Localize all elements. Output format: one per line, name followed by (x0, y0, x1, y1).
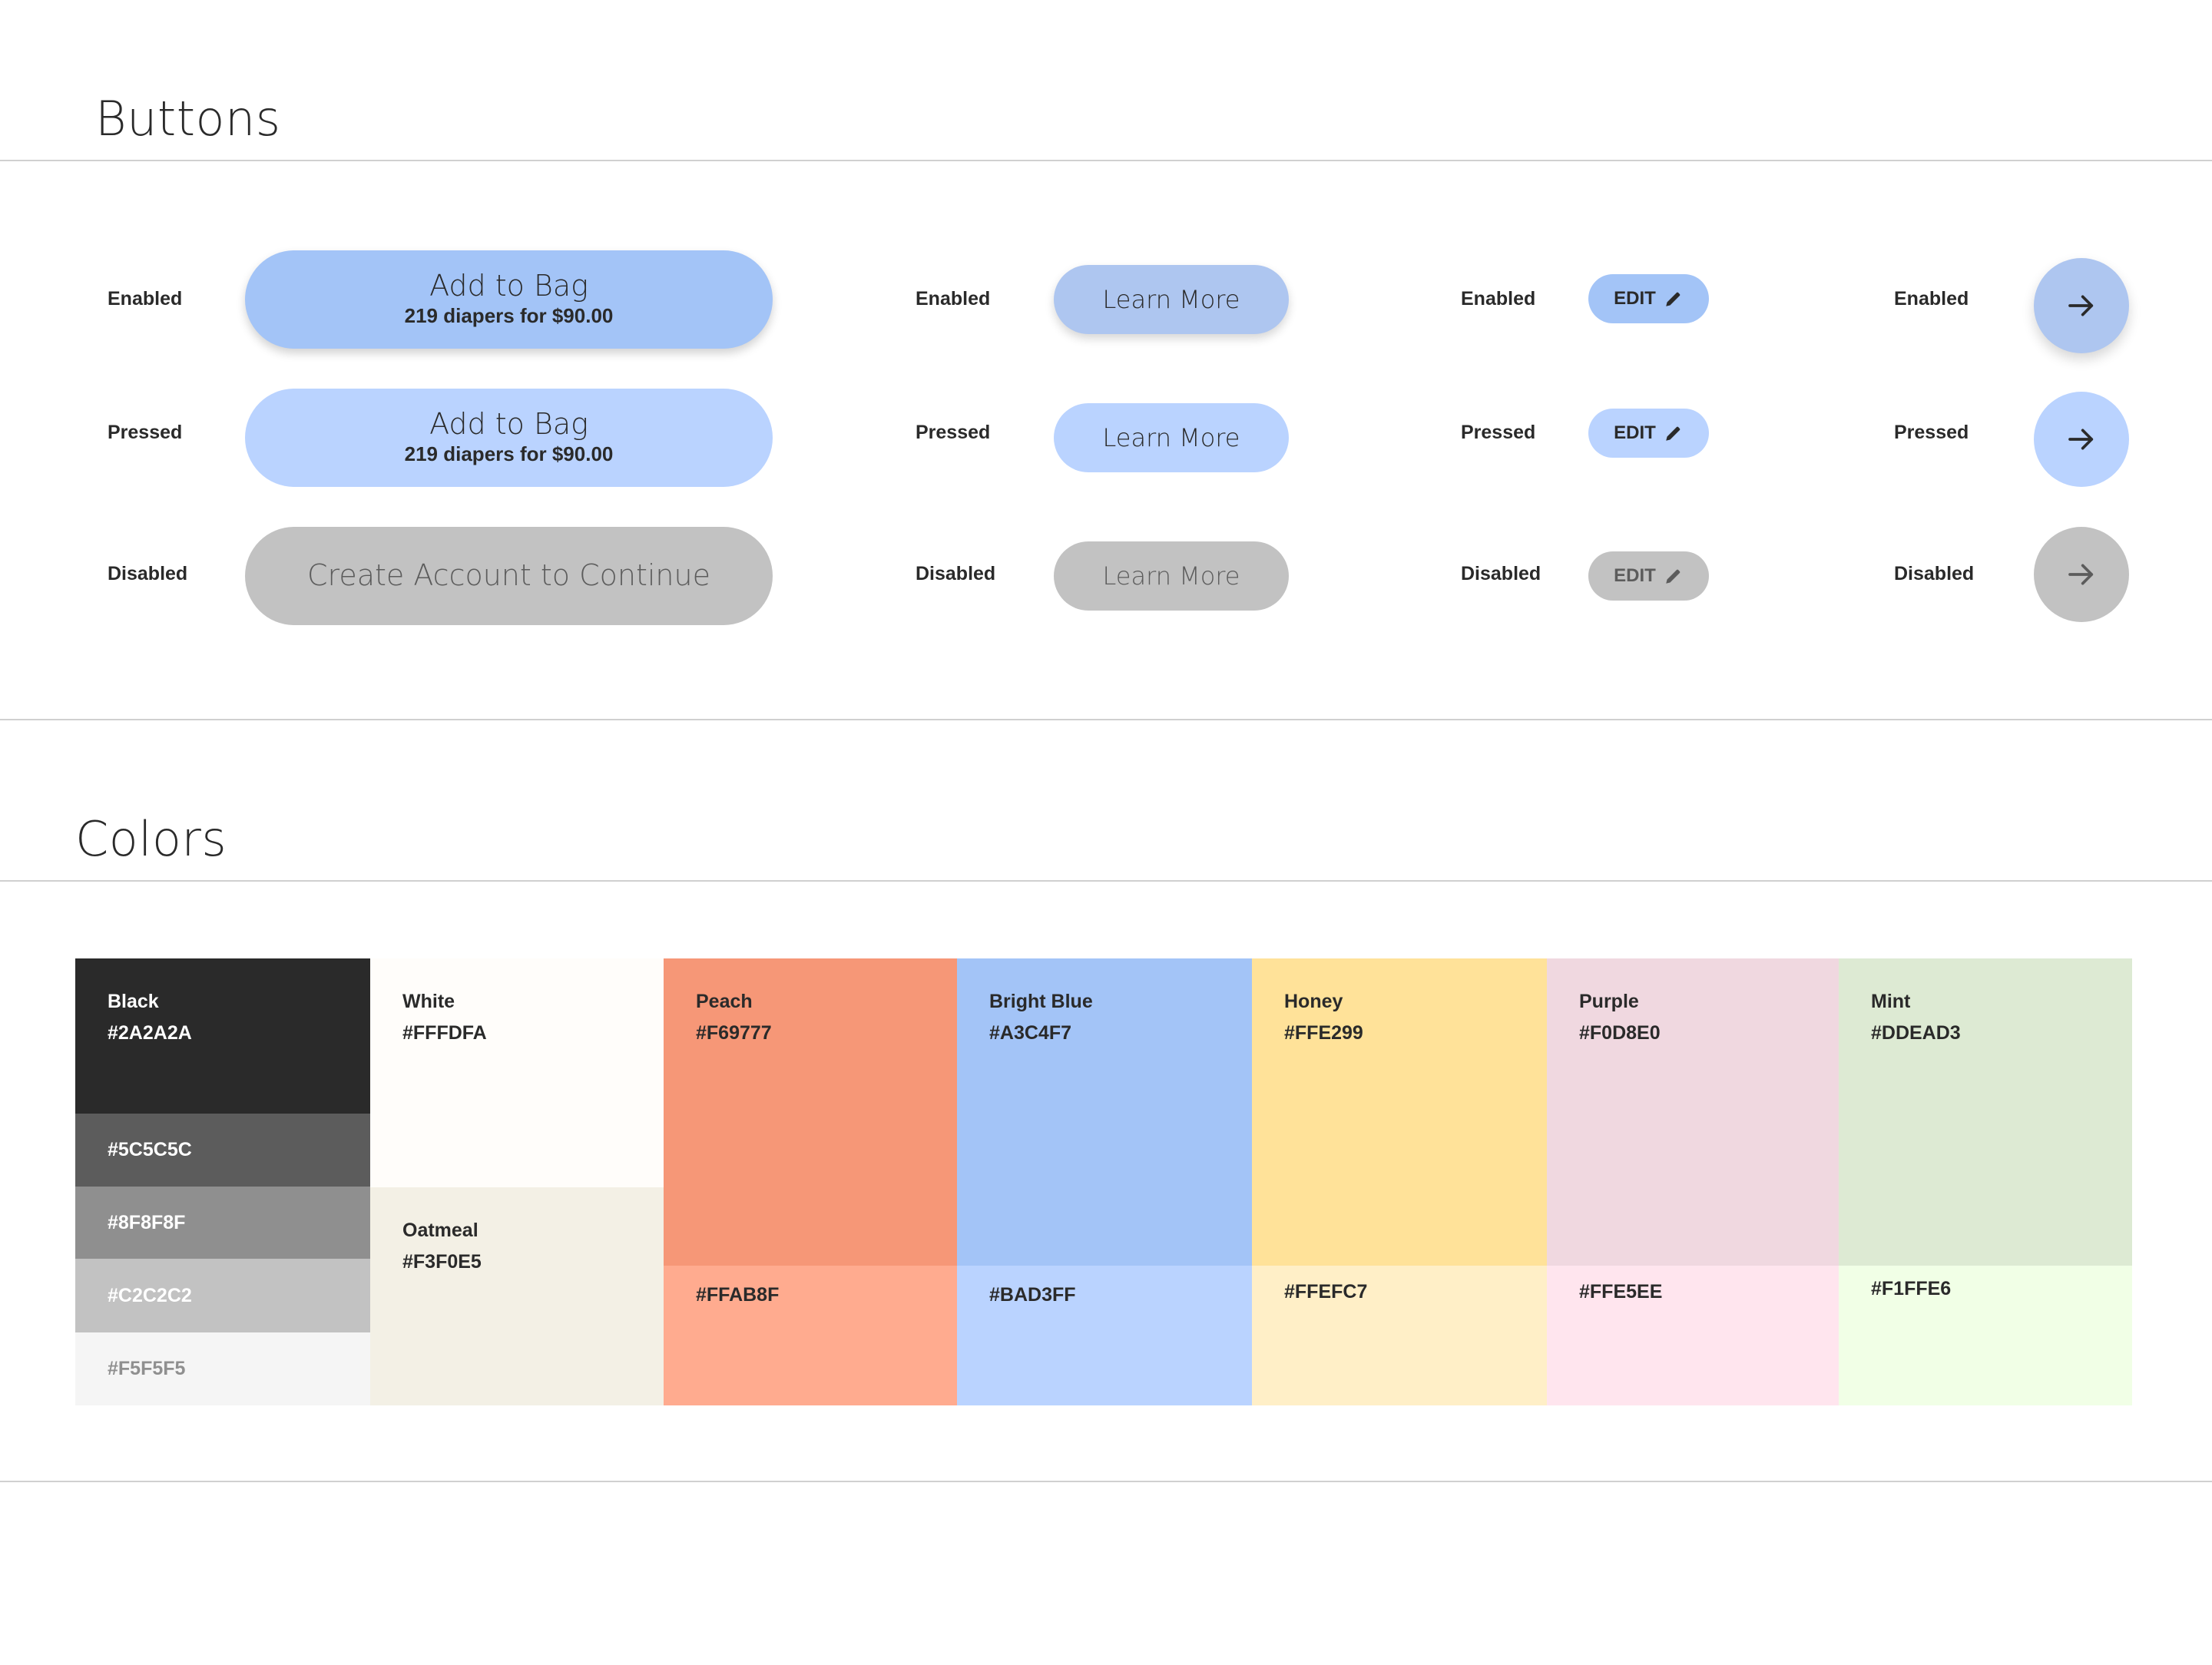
add-to-bag-label: Add to Bag (429, 268, 588, 303)
learn-more-label: Learn More (1102, 423, 1240, 452)
color-hex: #F3F0E5 (402, 1251, 482, 1273)
bottom-divider (0, 1481, 2212, 1482)
learn-more-button-pressed[interactable]: Learn More (1054, 403, 1289, 472)
color-name: Honey (1284, 991, 1343, 1012)
learn-more-label: Learn More (1102, 561, 1240, 591)
state-label-enabled: Enabled (916, 288, 991, 309)
buttons-title-divider (0, 160, 2212, 161)
arrow-right-icon (2068, 429, 2094, 450)
color-hex: #2A2A2A (108, 1022, 192, 1044)
color-hex: #5C5C5C (108, 1139, 192, 1160)
state-label-pressed: Pressed (1461, 422, 1536, 443)
arrow-right-icon (2068, 295, 2094, 316)
colors-section-title: Colors (75, 811, 227, 867)
edit-button-pressed[interactable]: EDIT (1588, 409, 1709, 458)
pencil-icon (1666, 426, 1681, 441)
swatch-purple: Purple #F0D8E0 (1547, 958, 1839, 1266)
edit-button-enabled[interactable]: EDIT (1588, 274, 1709, 323)
color-hex: #DDEAD3 (1871, 1022, 1961, 1044)
add-to-bag-button-pressed[interactable]: Add to Bag 219 diapers for $90.00 (245, 389, 773, 487)
swatch-mint-light: #F1FFE6 (1839, 1266, 2132, 1405)
state-label-pressed: Pressed (916, 422, 991, 443)
color-hex: #F0D8E0 (1579, 1022, 1661, 1044)
add-to-bag-label: Add to Bag (429, 406, 588, 441)
color-hex: #8F8F8F (108, 1211, 186, 1233)
color-hex: #FFE299 (1284, 1022, 1363, 1044)
color-name: Oatmeal (402, 1220, 478, 1241)
swatch-black: Black #2A2A2A (75, 958, 370, 1114)
learn-more-label: Learn More (1102, 285, 1240, 314)
color-hex: #BAD3FF (989, 1284, 1076, 1306)
learn-more-button-enabled[interactable]: Learn More (1054, 265, 1289, 334)
state-label-disabled: Disabled (1894, 563, 1975, 584)
arrow-right-icon (2068, 564, 2094, 585)
swatch-honey-light: #FFEFC7 (1252, 1266, 1547, 1405)
color-name: White (402, 991, 455, 1012)
color-name: Peach (696, 991, 753, 1012)
create-account-label: Create Account to Continue (307, 558, 710, 593)
add-to-bag-sublabel: 219 diapers for $90.00 (404, 304, 614, 328)
swatch-honey: Honey #FFE299 (1252, 958, 1547, 1266)
state-label-enabled: Enabled (1461, 288, 1536, 309)
swatch-bright-blue: Bright Blue #A3C4F7 (957, 958, 1252, 1266)
swatch-gray-8f: #8F8F8F (75, 1187, 370, 1259)
edit-button-disabled: EDIT (1588, 551, 1709, 601)
pencil-icon (1666, 569, 1681, 584)
color-hex: #FFE5EE (1579, 1281, 1663, 1303)
color-name: Purple (1579, 991, 1639, 1012)
color-hex: #FFEFC7 (1284, 1281, 1368, 1303)
swatch-white: White #FFFDFA (370, 958, 664, 1187)
create-account-button-disabled: Create Account to Continue (245, 527, 773, 625)
color-hex: #FFFDFA (402, 1022, 487, 1044)
state-label-pressed: Pressed (108, 422, 183, 443)
state-label-disabled: Disabled (916, 563, 996, 584)
add-to-bag-sublabel: 219 diapers for $90.00 (404, 442, 614, 466)
swatch-bright-blue-light: #BAD3FF (957, 1266, 1252, 1405)
state-label-pressed: Pressed (1894, 422, 1969, 443)
swatch-peach: Peach #F69777 (664, 958, 957, 1266)
edit-label: EDIT (1614, 288, 1656, 309)
arrow-button-pressed[interactable] (2034, 392, 2129, 487)
add-to-bag-button-enabled[interactable]: Add to Bag 219 diapers for $90.00 (245, 250, 773, 349)
swatch-peach-light: #FFAB8F (664, 1266, 957, 1405)
buttons-section-title: Buttons (95, 91, 281, 147)
color-hex: #FFAB8F (696, 1284, 780, 1306)
edit-label: EDIT (1614, 565, 1656, 586)
arrow-button-enabled[interactable] (2034, 258, 2129, 353)
swatch-purple-light: #FFE5EE (1547, 1266, 1839, 1405)
color-hex: #F5F5F5 (108, 1358, 186, 1379)
swatch-gray-f5: #F5F5F5 (75, 1332, 370, 1405)
color-name: Black (108, 991, 159, 1012)
color-name: Bright Blue (989, 991, 1093, 1012)
color-hex: #C2C2C2 (108, 1284, 192, 1306)
state-label-disabled: Disabled (1461, 563, 1541, 584)
swatch-gray-c2: #C2C2C2 (75, 1259, 370, 1332)
swatch-mint: Mint #DDEAD3 (1839, 958, 2132, 1266)
state-label-enabled: Enabled (108, 288, 183, 309)
state-label-enabled: Enabled (1894, 288, 1969, 309)
pencil-icon (1666, 292, 1681, 306)
arrow-button-disabled (2034, 527, 2129, 622)
color-name: Mint (1871, 991, 1911, 1012)
swatch-oatmeal: Oatmeal #F3F0E5 (370, 1187, 664, 1405)
color-hex: #A3C4F7 (989, 1022, 1071, 1044)
learn-more-button-disabled: Learn More (1054, 541, 1289, 611)
color-hex: #F69777 (696, 1022, 772, 1044)
state-label-disabled: Disabled (108, 563, 188, 584)
section-divider (0, 719, 2212, 720)
edit-label: EDIT (1614, 422, 1656, 443)
swatch-gray-5c: #5C5C5C (75, 1114, 370, 1187)
colors-title-divider (0, 880, 2212, 882)
color-hex: #F1FFE6 (1871, 1278, 1952, 1299)
